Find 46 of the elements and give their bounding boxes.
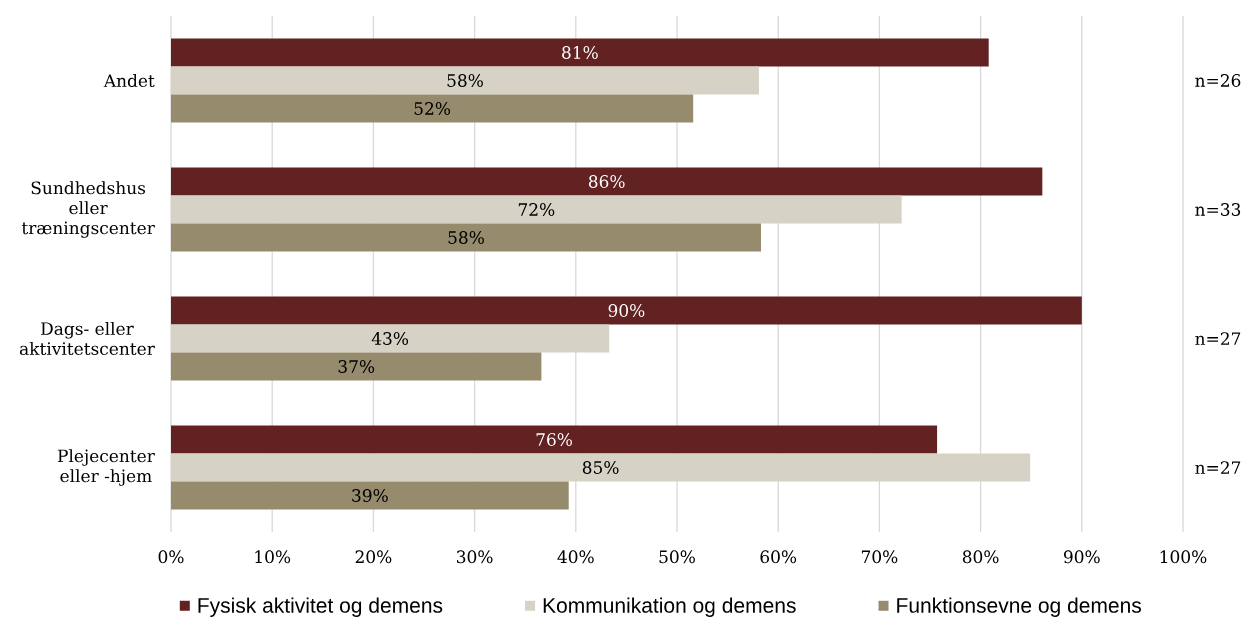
data-label: 72% xyxy=(518,203,555,216)
y-tick-label: Plejecenter eller -hjem xyxy=(57,449,155,486)
x-tick-label: 10% xyxy=(255,550,291,564)
data-label: 76% xyxy=(536,433,572,446)
data-label: 37% xyxy=(338,360,375,373)
x-tick-label: 0% xyxy=(158,550,184,564)
bar xyxy=(171,66,759,95)
bar xyxy=(171,223,761,252)
data-label: 43% xyxy=(371,332,409,345)
x-tick-label: 90% xyxy=(1063,550,1100,564)
legend-label: Funktionsevne og demens xyxy=(897,597,1142,617)
text: n=27 xyxy=(1195,461,1241,474)
text: n=27 xyxy=(1195,332,1241,345)
x-tick-label: 60% xyxy=(760,550,797,564)
bar xyxy=(171,167,1043,196)
data-label: 52% xyxy=(414,102,451,115)
text: n=26 xyxy=(1195,74,1241,87)
bar xyxy=(171,38,989,67)
data-label: 58% xyxy=(447,74,483,87)
data-label: 85% xyxy=(582,461,619,474)
x-tick-label: 100% xyxy=(1160,550,1207,564)
bar xyxy=(171,453,1031,482)
x-tick-label: 30% xyxy=(457,550,493,564)
x-tick-label: 20% xyxy=(355,550,392,564)
x-tick-label: 80% xyxy=(962,550,999,564)
legend-label: Kommunikation og demens xyxy=(543,597,796,617)
data-label: 86% xyxy=(588,175,625,188)
bar xyxy=(171,425,938,454)
text: n=33 xyxy=(1195,203,1241,216)
data-label: 90% xyxy=(608,304,645,317)
bar xyxy=(171,296,1082,325)
legend-label: Fysisk aktivitet og demens xyxy=(198,597,443,617)
x-tick-label: 70% xyxy=(861,550,898,564)
bar xyxy=(171,352,542,381)
bar xyxy=(171,195,902,224)
y-tick-label: Dags- eller aktivitetscenter xyxy=(19,321,155,356)
data-label: 39% xyxy=(352,489,388,502)
data-label: 58% xyxy=(448,231,484,244)
bar xyxy=(171,324,610,353)
x-tick-label: 50% xyxy=(659,550,695,564)
data-label: 81% xyxy=(562,46,598,59)
bar xyxy=(171,94,694,123)
y-tick-label: Sundhedshus eller træningscenter xyxy=(21,181,155,238)
x-tick-label: 40% xyxy=(557,550,594,564)
bar xyxy=(171,481,569,510)
y-tick-label: Andet xyxy=(103,73,155,88)
